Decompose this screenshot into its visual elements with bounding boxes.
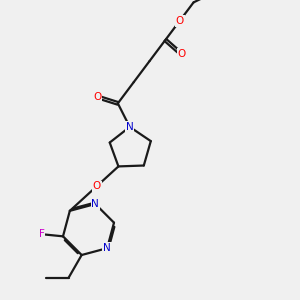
Text: O: O bbox=[93, 92, 101, 102]
Text: N: N bbox=[126, 122, 134, 132]
Text: N: N bbox=[103, 243, 111, 253]
Text: N: N bbox=[92, 199, 99, 209]
Text: F: F bbox=[39, 229, 44, 239]
Text: O: O bbox=[176, 16, 184, 26]
Text: O: O bbox=[92, 182, 101, 191]
Text: O: O bbox=[177, 49, 186, 59]
